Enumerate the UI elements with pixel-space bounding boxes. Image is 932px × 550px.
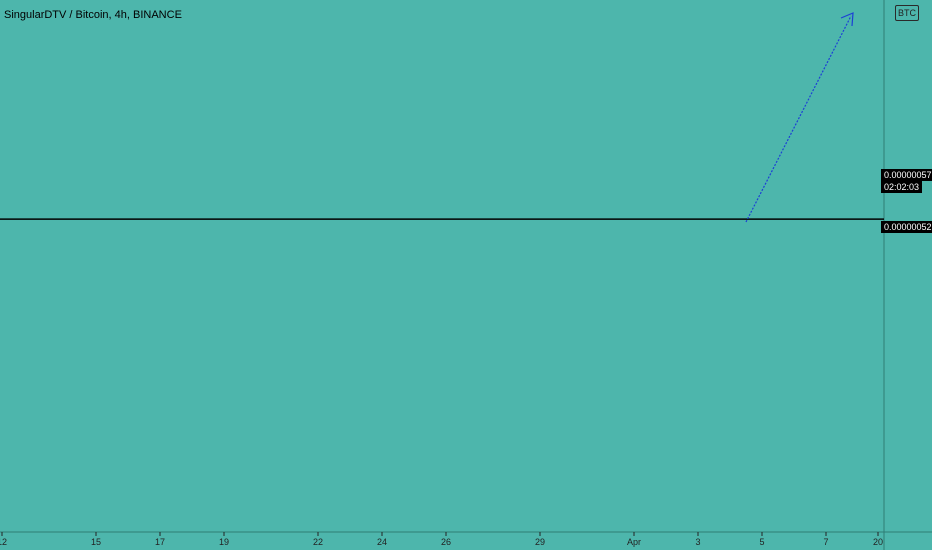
x-tick-label: 5 — [759, 537, 764, 547]
x-tick-label: 26 — [441, 537, 451, 547]
x-tick-label: 22 — [313, 537, 323, 547]
x-tick-label: 3 — [695, 537, 700, 547]
current-price-tag: 0.00000057 — [881, 169, 932, 181]
countdown-tag: 02:02:03 — [881, 181, 923, 193]
x-tick-label: 20 — [873, 537, 883, 547]
x-tick-label: Apr — [627, 537, 641, 547]
x-tick-label: 7 — [823, 537, 828, 547]
x-tick-label: 19 — [219, 537, 229, 547]
level-price-tag: 0.00000052 — [881, 221, 932, 233]
x-tick-label: 24 — [377, 537, 387, 547]
x-tick-label: 29 — [535, 537, 545, 547]
x-tick-label: 12 — [0, 537, 7, 547]
x-tick-label: 15 — [91, 537, 101, 547]
currency-badge[interactable]: BTC — [895, 5, 919, 21]
chart-title: SingularDTV / Bitcoin, 4h, BINANCE — [4, 9, 182, 21]
projection-arrow — [745, 15, 852, 223]
projection-arrow-head — [840, 12, 854, 27]
x-tick-label: 17 — [155, 537, 165, 547]
